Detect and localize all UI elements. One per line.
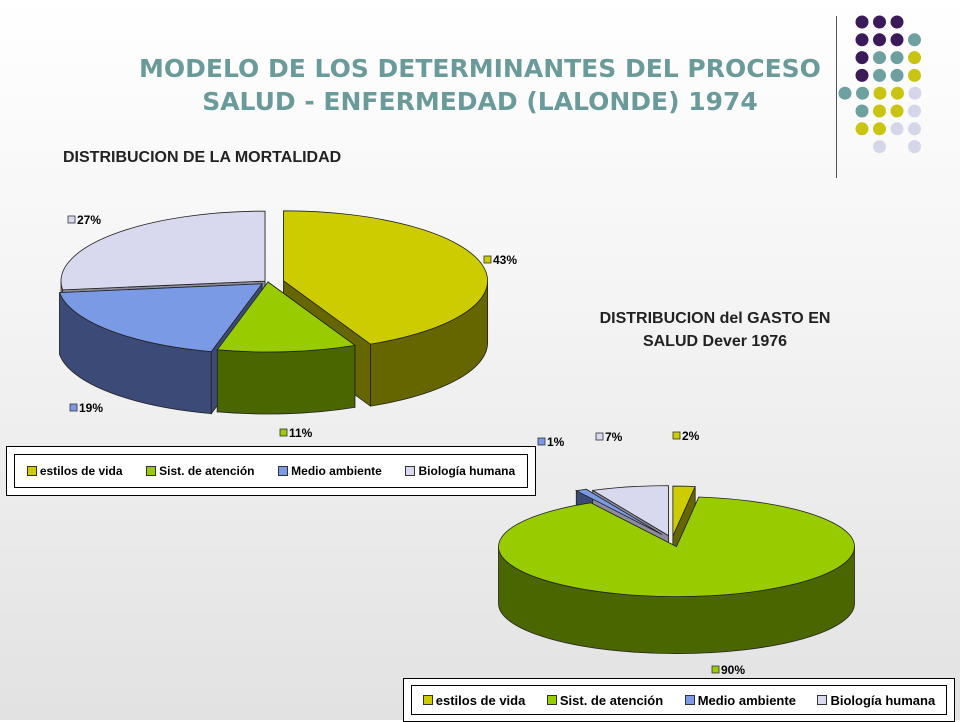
spending-legend-item-medio: Medio ambiente bbox=[684, 692, 796, 708]
decor-dot bbox=[873, 104, 886, 118]
mortality-pie-label-swatch-3 bbox=[67, 215, 76, 224]
mortality-legend-item-medio: Medio ambiente bbox=[278, 464, 382, 478]
decor-dot bbox=[856, 86, 869, 100]
mortality-chart-title: DISTRIBUCION DE LA MORTALIDAD bbox=[63, 149, 342, 166]
decor-dot bbox=[890, 104, 904, 118]
spending-legend-swatch-estilos bbox=[422, 695, 433, 705]
mortality-legend-swatch-estilos bbox=[26, 466, 37, 476]
decor-dot bbox=[855, 104, 869, 118]
decor-dot bbox=[873, 122, 886, 136]
decor-dot bbox=[908, 86, 922, 100]
decor-dot bbox=[908, 33, 921, 47]
spending-pie-label-swatch-2 bbox=[537, 437, 546, 446]
decor-dot bbox=[908, 68, 921, 82]
decor-dot bbox=[855, 15, 869, 29]
decor-dot bbox=[873, 68, 886, 82]
spending-legend-item-biologia: Biología humana bbox=[817, 693, 935, 708]
mortality-legend-label-medio: Medio ambiente bbox=[291, 464, 382, 478]
mortality-legend-swatch-sistema bbox=[146, 466, 157, 476]
spending-pie-slice-3 bbox=[591, 485, 669, 537]
spending-pie-label-1: 90% bbox=[721, 663, 745, 677]
spending-legend-label-medio: Medio ambiente bbox=[697, 692, 796, 708]
mortality-legend-label-sistema: Sist. de atención bbox=[159, 464, 255, 478]
spending-legend-item-estilos: estilos de vida bbox=[422, 692, 526, 708]
decor-dot bbox=[855, 122, 869, 136]
spending-pie-tops bbox=[498, 485, 855, 598]
mortality-legend: estilos de vida Sist. de atención Medio … bbox=[6, 446, 536, 496]
mortality-legend-swatch-medio bbox=[278, 466, 289, 476]
decor-dot bbox=[891, 86, 904, 100]
spending-pie-label-swatch-3 bbox=[595, 432, 604, 441]
mortality-pie-slice-1 bbox=[216, 281, 356, 353]
mortality-legend-label-biologia: Biología humana bbox=[418, 464, 516, 478]
spending-chart-title: DISTRIBUCION del GASTO EN SALUD Dever 19… bbox=[560, 307, 870, 353]
mortality-pie-slice-2 bbox=[59, 283, 263, 353]
decor-dot bbox=[890, 68, 904, 82]
decor-divider bbox=[836, 16, 837, 178]
mortality-pie-labels: 43% 11% 19% 27% bbox=[67, 213, 517, 440]
decor-dot bbox=[908, 104, 921, 118]
mortality-pie-slice-0 bbox=[283, 210, 488, 345]
spending-legend-frame: estilos de vida Sist. de atención Medio … bbox=[411, 685, 947, 715]
mortality-pie-label-swatch-1 bbox=[279, 428, 288, 437]
spending-legend-label-biologia: Biología humana bbox=[830, 692, 936, 708]
slide-title: MODELO DE LOS DETERMINANTES DEL PROCESO … bbox=[90, 52, 870, 118]
decor-dot bbox=[873, 86, 887, 100]
spending-pie-label-swatch-0 bbox=[672, 431, 681, 440]
decor-dot bbox=[890, 33, 904, 47]
decor-dot bbox=[855, 51, 869, 65]
spending-legend-item-sistema: Sist. de atención bbox=[546, 692, 664, 708]
decor-dot bbox=[873, 51, 886, 65]
mortality-pie-label-3: 27% bbox=[77, 213, 101, 227]
mortality-legend-frame: estilos de vida Sist. de atención Medio … bbox=[14, 454, 528, 488]
spending-legend-swatch-biologia bbox=[817, 695, 828, 705]
decor-dot bbox=[873, 15, 886, 29]
mortality-legend-item-biologia: Biología humana bbox=[405, 464, 515, 478]
decor-dot bbox=[908, 51, 921, 65]
decor-dot bbox=[873, 140, 886, 154]
mortality-pie-label-1: 11% bbox=[289, 426, 313, 440]
mortality-pie-label-swatch-2 bbox=[69, 403, 78, 412]
mortality-legend-label-estilos: estilos de vida bbox=[39, 464, 123, 478]
spending-pie-label-0: 2% bbox=[682, 429, 700, 443]
spending-pie-label-3: 7% bbox=[605, 430, 623, 444]
decor-dot bbox=[890, 122, 904, 136]
mortality-pie-label-0: 43% bbox=[493, 253, 517, 267]
mortality-legend-swatch-biologia bbox=[405, 466, 416, 476]
spending-pie-slice-1 bbox=[498, 496, 855, 598]
mortality-pie-slice-3 bbox=[60, 210, 266, 291]
mortality-pie-label-swatch-0 bbox=[483, 255, 492, 264]
mortality-pie-label-2: 19% bbox=[79, 401, 103, 415]
spending-pie-labels: 2% 90% 1% 7% bbox=[537, 429, 745, 677]
decor-dot bbox=[838, 86, 852, 100]
slide-title-line-2: SALUD - ENFERMEDAD (LALONDE) 1974 bbox=[202, 87, 758, 116]
spending-legend-label-sistema: Sist. de atención bbox=[559, 692, 664, 708]
mortality-pie-tops bbox=[59, 210, 488, 353]
spending-pie-label-swatch-1 bbox=[711, 665, 720, 674]
spending-pie-slice-2 bbox=[574, 488, 663, 535]
decor-dot bbox=[890, 15, 904, 29]
slide-title-line-1: MODELO DE LOS DETERMINANTES DEL PROCESO bbox=[139, 54, 821, 83]
spending-pie-label-2: 1% bbox=[547, 435, 565, 449]
decor-dot bbox=[908, 122, 921, 136]
decor-dot bbox=[855, 33, 869, 47]
spending-legend-swatch-medio bbox=[684, 695, 695, 705]
decor-dot bbox=[855, 68, 869, 82]
decor-dot bbox=[890, 51, 904, 65]
mortality-legend-item-estilos: estilos de vida bbox=[26, 464, 123, 478]
spending-pie-slice-0 bbox=[672, 485, 696, 537]
mortality-legend-item-sistema: Sist. de atención bbox=[146, 464, 255, 478]
spending-chart-title-line-1: DISTRIBUCION del GASTO EN bbox=[599, 310, 831, 327]
decor-dot bbox=[873, 33, 886, 47]
spending-chart-title-line-2: SALUD Dever 1976 bbox=[642, 333, 788, 350]
decor-dot bbox=[908, 140, 921, 154]
spending-legend-label-estilos: estilos de vida bbox=[435, 692, 526, 708]
spending-legend-swatch-sistema bbox=[546, 695, 557, 705]
spending-legend: estilos de vida Sist. de atención Medio … bbox=[403, 678, 955, 722]
decor-dot-grid bbox=[838, 15, 922, 154]
